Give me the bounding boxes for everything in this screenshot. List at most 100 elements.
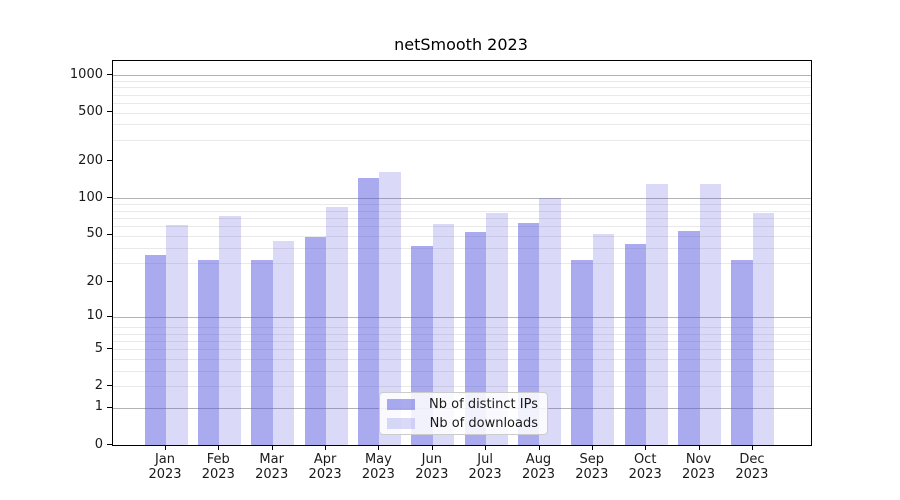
gridline-major (113, 75, 811, 77)
y-tick (107, 111, 112, 113)
legend-swatch-distinct-ips (387, 398, 415, 410)
x-tick-label: Aug 2023 (521, 452, 556, 482)
gridline-minor (113, 386, 811, 388)
y-tick-label: 0 (94, 436, 103, 452)
y-tick (107, 160, 112, 162)
bar-downloads (326, 207, 348, 445)
legend-swatch-downloads (387, 417, 415, 429)
gridline-minor (113, 370, 811, 372)
gridline-minor (113, 139, 811, 141)
bar-downloads (432, 224, 455, 445)
bar-downloads (166, 225, 188, 445)
gridline-minor (113, 124, 811, 126)
x-tick (591, 445, 593, 450)
legend-item-downloads: Nb of downloads (387, 416, 538, 431)
x-tick (165, 445, 166, 450)
bar-distinct-ips (624, 243, 647, 445)
x-tick-label: Sep 2023 (575, 452, 609, 482)
x-tick-label: Apr 2023 (308, 452, 342, 482)
x-tick (218, 445, 220, 450)
gridline-minor (113, 112, 811, 114)
bar-distinct-ips (731, 259, 753, 445)
x-tick-label: Jul 2023 (468, 452, 502, 482)
bar-downloads (379, 172, 401, 445)
x-tick-label: Dec 2023 (735, 452, 769, 482)
x-tick (325, 445, 327, 450)
gridline-minor (113, 235, 811, 237)
x-tick (538, 445, 540, 450)
bar-downloads (486, 213, 508, 445)
bar-downloads (646, 184, 668, 445)
y-tick-label: 10 (86, 308, 103, 324)
plot-area: Nb of distinct IPs Nb of downloads (112, 60, 812, 446)
y-tick-label: 5 (94, 340, 103, 356)
y-tick (107, 315, 112, 317)
bar-downloads (539, 198, 561, 445)
gridline-minor (113, 87, 811, 89)
gridline-minor (113, 340, 811, 342)
gridline-minor (113, 263, 811, 264)
x-tick (431, 445, 433, 450)
x-tick (645, 445, 647, 450)
gridline-minor (113, 349, 811, 351)
y-tick-label: 100 (78, 189, 103, 205)
gridline-minor (113, 327, 811, 329)
x-tick (485, 445, 487, 450)
bar-distinct-ips (197, 259, 220, 445)
bar-distinct-ips (304, 236, 327, 445)
gridline-minor (113, 217, 811, 219)
gridline-minor (113, 247, 811, 249)
bar-distinct-ips (464, 231, 487, 445)
bar-downloads (219, 216, 241, 445)
y-tick-label: 1000 (69, 66, 103, 82)
bar-distinct-ips (571, 259, 593, 445)
y-tick (107, 406, 112, 408)
bar-downloads (752, 212, 775, 445)
gridline-minor (113, 102, 811, 104)
x-tick-label: Jan 2023 (148, 452, 182, 482)
y-tick (107, 444, 112, 445)
bar-distinct-ips (678, 230, 700, 445)
y-tick-label: 200 (78, 152, 103, 168)
x-tick (271, 445, 273, 450)
legend-label-downloads: Nb of downloads (429, 415, 538, 431)
y-tick-label: 20 (86, 273, 103, 289)
y-tick-label: 500 (78, 103, 103, 119)
x-tick-label: May 2023 (361, 452, 395, 482)
gridline-major (113, 198, 811, 200)
x-tick-label: Mar 2023 (255, 452, 289, 482)
gridline-minor (113, 210, 811, 212)
gridline-minor (113, 81, 811, 82)
x-tick (751, 445, 753, 450)
legend-label-distinct-ips: Nb of distinct IPs (429, 396, 538, 412)
y-tick (107, 348, 112, 350)
y-tick (107, 74, 112, 76)
x-tick (698, 445, 700, 450)
bar-distinct-ips (144, 254, 166, 445)
gridline-minor (113, 358, 811, 360)
y-tick-label: 2 (94, 377, 103, 393)
gridline-major (113, 316, 811, 318)
bar-downloads (699, 183, 721, 445)
x-tick (378, 445, 380, 450)
gridline-minor (113, 204, 811, 206)
y-tick-label: 50 (86, 226, 103, 242)
x-tick-label: Oct 2023 (628, 452, 662, 482)
chart-title: netSmooth 2023 (394, 35, 528, 54)
legend-item-distinct-ips: Nb of distinct IPs (387, 397, 538, 412)
bar-distinct-ips (357, 178, 380, 445)
gridline-minor (113, 333, 811, 335)
x-tick-label: Jun 2023 (415, 452, 449, 482)
y-tick (107, 233, 112, 235)
bar-downloads (272, 241, 295, 445)
x-tick-label: Feb 2023 (201, 452, 235, 482)
bar-distinct-ips (517, 222, 540, 445)
legend: Nb of distinct IPs Nb of downloads (379, 392, 548, 435)
y-tick (107, 281, 112, 283)
y-tick (107, 197, 112, 199)
y-tick-label: 1 (94, 399, 103, 415)
y-tick (107, 385, 112, 387)
x-tick-label: Nov 2023 (681, 452, 716, 482)
gridline-minor (113, 225, 811, 227)
